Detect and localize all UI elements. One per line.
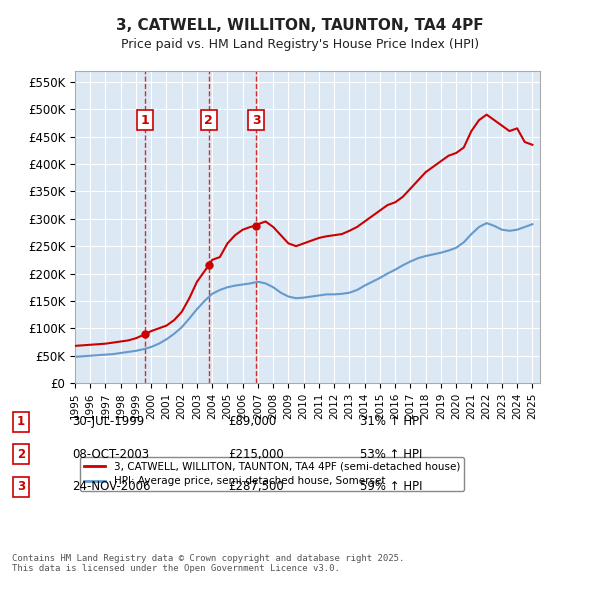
Text: £215,000: £215,000 — [228, 448, 284, 461]
Text: 3: 3 — [252, 114, 261, 127]
Text: 2: 2 — [205, 114, 213, 127]
Text: £287,500: £287,500 — [228, 480, 284, 493]
Text: 53% ↑ HPI: 53% ↑ HPI — [360, 448, 422, 461]
Text: 3: 3 — [17, 480, 25, 493]
Text: £89,000: £89,000 — [228, 415, 276, 428]
Text: 1: 1 — [17, 415, 25, 428]
Text: 2: 2 — [17, 448, 25, 461]
Text: 3, CATWELL, WILLITON, TAUNTON, TA4 4PF: 3, CATWELL, WILLITON, TAUNTON, TA4 4PF — [116, 18, 484, 32]
Text: 31% ↑ HPI: 31% ↑ HPI — [360, 415, 422, 428]
Text: 59% ↑ HPI: 59% ↑ HPI — [360, 480, 422, 493]
Text: 08-OCT-2003: 08-OCT-2003 — [72, 448, 149, 461]
Text: Price paid vs. HM Land Registry's House Price Index (HPI): Price paid vs. HM Land Registry's House … — [121, 38, 479, 51]
Text: 24-NOV-2006: 24-NOV-2006 — [72, 480, 151, 493]
Text: 1: 1 — [140, 114, 149, 127]
Text: 30-JUL-1999: 30-JUL-1999 — [72, 415, 144, 428]
Legend: 3, CATWELL, WILLITON, TAUNTON, TA4 4PF (semi-detached house), HPI: Average price: 3, CATWELL, WILLITON, TAUNTON, TA4 4PF (… — [80, 457, 464, 491]
Text: Contains HM Land Registry data © Crown copyright and database right 2025.
This d: Contains HM Land Registry data © Crown c… — [12, 554, 404, 573]
